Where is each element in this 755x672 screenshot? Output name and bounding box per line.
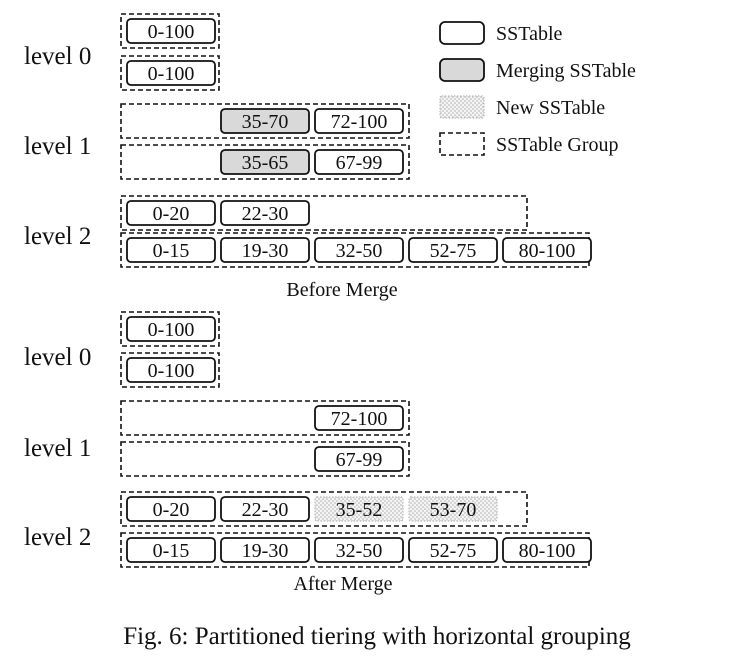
sstable-range: 32-50 xyxy=(336,240,383,262)
sstable-range: 52-75 xyxy=(430,540,477,562)
sstable-range: 19-30 xyxy=(242,540,289,562)
level-label: level 2 xyxy=(24,223,91,250)
new-sstable xyxy=(314,496,404,522)
sstable-range: 19-30 xyxy=(242,240,289,262)
sstable-group xyxy=(120,103,410,139)
after-merge-panel: level 0 0-100 0-100 level 1 72-100 67-99 level… xyxy=(24,311,592,568)
legend: SSTable Merging SSTable New SSTable SSTa… xyxy=(439,21,636,156)
sstable-range: 32-50 xyxy=(336,540,383,562)
sstable xyxy=(314,237,404,263)
sstable xyxy=(126,237,216,263)
sstable xyxy=(126,537,216,563)
sstable-range: 0-100 xyxy=(148,21,195,43)
sstable-range: 35-70 xyxy=(242,111,289,133)
sstable xyxy=(126,496,216,522)
legend-sstable-swatch xyxy=(439,21,485,45)
sstable xyxy=(126,357,216,383)
sstable-range: 35-65 xyxy=(242,152,289,174)
sstable xyxy=(126,316,216,342)
sstable-range: 67-99 xyxy=(336,449,383,471)
sstable xyxy=(126,60,216,86)
level-label: level 1 xyxy=(24,435,91,462)
sstable xyxy=(220,237,310,263)
sstable xyxy=(314,108,404,134)
sstable xyxy=(314,446,404,472)
sstable xyxy=(220,200,310,226)
sstable-range: 0-100 xyxy=(148,319,195,341)
sstable xyxy=(314,537,404,563)
sstable-group xyxy=(120,441,410,477)
merging-sstable xyxy=(220,108,310,134)
sstable-range: 0-100 xyxy=(148,360,195,382)
sstable xyxy=(408,237,498,263)
sstable-range: 0-20 xyxy=(153,203,190,225)
sstable-range: 72-100 xyxy=(331,408,388,430)
sstable xyxy=(408,537,498,563)
figure-caption: Fig. 6: Partitioned tiering with horizon… xyxy=(123,623,631,650)
sstable-range: 22-30 xyxy=(242,203,289,225)
sstable-group xyxy=(120,311,220,347)
sstable-range: 80-100 xyxy=(519,540,576,562)
level-label: level 0 xyxy=(24,344,91,371)
sstable xyxy=(502,537,592,563)
legend-merging-label: Merging SSTable xyxy=(496,60,636,82)
sstable-group xyxy=(120,195,528,231)
before-merge-label: Before Merge xyxy=(286,279,397,301)
before-merge-panel: level 0 0-100 0-100 level 1 35-70 72-100 35-65… xyxy=(24,13,592,268)
legend-new-label: New SSTable xyxy=(496,97,605,119)
sstable-range: 0-15 xyxy=(153,240,190,262)
level-label: level 1 xyxy=(24,133,91,160)
sstable-range: 80-100 xyxy=(519,240,576,262)
sstable-range: 0-20 xyxy=(153,499,190,521)
sstable xyxy=(314,149,404,175)
after-merge-label: After Merge xyxy=(293,573,392,595)
sstable-group xyxy=(120,352,220,388)
sstable-group xyxy=(120,400,410,436)
sstable-range: 67-99 xyxy=(336,152,383,174)
sstable-range: 22-30 xyxy=(242,499,289,521)
legend-group-swatch xyxy=(439,132,485,156)
sstable-group xyxy=(120,144,410,180)
sstable-group xyxy=(120,55,220,91)
legend-new-swatch xyxy=(439,95,485,119)
sstable xyxy=(126,200,216,226)
level-label: level 2 xyxy=(24,524,91,551)
legend-sstable-label: SSTable xyxy=(496,23,563,45)
merging-sstable xyxy=(220,149,310,175)
sstable xyxy=(314,405,404,431)
sstable-range: 72-100 xyxy=(331,111,388,133)
sstable xyxy=(502,237,592,263)
sstable-range: 0-15 xyxy=(153,540,190,562)
sstable-range: 53-70 xyxy=(430,499,477,521)
sstable-group xyxy=(120,13,220,49)
legend-group-label: SSTable Group xyxy=(496,134,618,156)
sstable xyxy=(220,496,310,522)
sstable-group xyxy=(120,491,528,527)
sstable xyxy=(220,537,310,563)
sstable xyxy=(126,18,216,44)
sstable-range: 0-100 xyxy=(148,63,195,85)
legend-merging-swatch xyxy=(439,58,485,82)
sstable-range: 52-75 xyxy=(430,240,477,262)
sstable-range: 35-52 xyxy=(336,499,383,521)
level-label: level 0 xyxy=(24,43,91,70)
new-sstable xyxy=(408,496,498,522)
